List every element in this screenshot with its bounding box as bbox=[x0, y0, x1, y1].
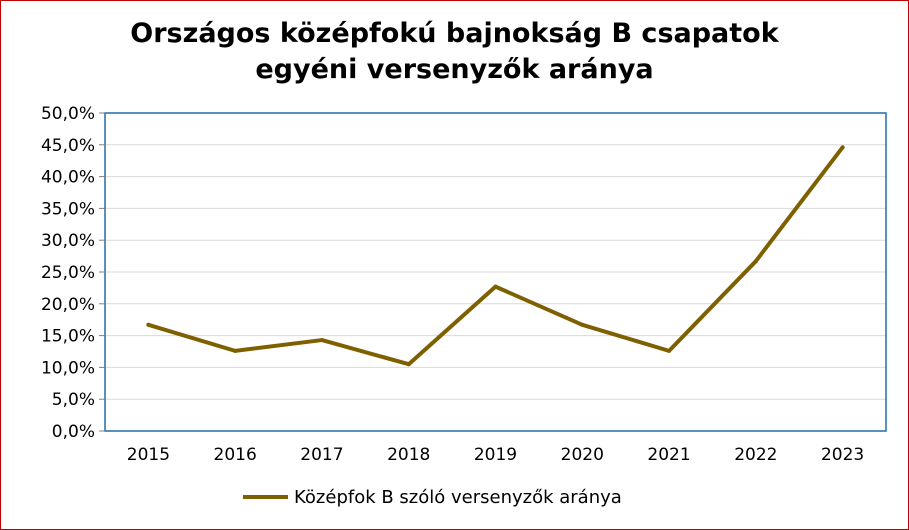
y-tick-label: 15,0% bbox=[41, 327, 95, 347]
x-tick-label: 2017 bbox=[300, 445, 343, 465]
y-tick-label: 0,0% bbox=[52, 422, 95, 442]
x-tick-label: 2022 bbox=[734, 445, 777, 465]
chart-title-line-2: egyéni versenyzők aránya bbox=[255, 54, 654, 85]
x-tick-label: 2015 bbox=[127, 445, 170, 465]
x-axis: 2015 2016 2017 2018 2019 2020 2021 2022 2023 bbox=[127, 445, 864, 465]
y-tick-label: 5,0% bbox=[52, 390, 95, 410]
data-point bbox=[233, 348, 238, 353]
x-tick-label: 2020 bbox=[561, 445, 604, 465]
legend-label: Középfok B szóló versenyzők aránya bbox=[294, 487, 622, 508]
series-line bbox=[146, 145, 845, 367]
legend: Középfok B szóló versenyzők aránya bbox=[243, 487, 622, 508]
series-group bbox=[146, 145, 845, 367]
y-tick-label: 20,0% bbox=[41, 295, 95, 315]
y-tick-label: 10,0% bbox=[41, 358, 95, 378]
grid-lines bbox=[105, 144, 886, 400]
x-tick-label: 2016 bbox=[214, 445, 257, 465]
data-point bbox=[319, 338, 324, 343]
y-tick-label: 30,0% bbox=[41, 231, 95, 251]
chart-title: Országos középfokú bajnokság B csapatok … bbox=[0, 16, 909, 88]
x-tick-label: 2021 bbox=[647, 445, 690, 465]
x-tick-label: 2019 bbox=[474, 445, 517, 465]
data-point bbox=[493, 284, 498, 289]
data-point bbox=[406, 362, 411, 367]
y-tick-label: 45,0% bbox=[41, 136, 95, 156]
chart-title-line-1: Országos középfokú bajnokság B csapatok bbox=[130, 18, 779, 49]
data-point bbox=[580, 322, 585, 327]
y-tick-label: 40,0% bbox=[41, 168, 95, 188]
data-point bbox=[146, 322, 151, 327]
x-tick-label: 2018 bbox=[387, 445, 430, 465]
data-point bbox=[840, 145, 845, 150]
y-tick-label: 25,0% bbox=[41, 263, 95, 283]
y-axis: 0,0% 5,0% 10,0% 15,0% 20,0% 25,0% 30,0% 35,0% 40… bbox=[41, 104, 105, 442]
x-tick-label: 2023 bbox=[821, 445, 864, 465]
y-tick-label: 35,0% bbox=[41, 199, 95, 219]
y-tick-label: 50,0% bbox=[41, 104, 95, 124]
data-point bbox=[667, 348, 672, 353]
data-point bbox=[753, 259, 758, 264]
